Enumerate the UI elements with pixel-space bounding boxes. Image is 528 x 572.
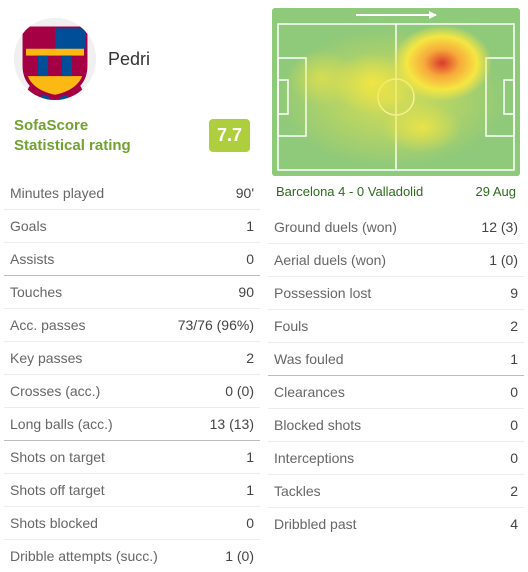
stat-value: 13 (13) — [210, 416, 254, 432]
rating-label-line1: SofaScore — [14, 116, 131, 136]
stat-row: Dribble attempts (succ.) 1 (0) — [4, 540, 260, 572]
stat-value: 0 — [510, 417, 518, 433]
stat-row: Shots blocked 0 — [4, 507, 260, 540]
stat-value: 1 — [246, 482, 254, 498]
stat-row: Long balls (acc.) 13 (13) — [4, 408, 260, 441]
stat-value: 1 (0) — [489, 252, 518, 268]
stat-value: 12 (3) — [481, 219, 518, 235]
match-info: Barcelona 4 - 0 Valladolid 29 Aug — [272, 176, 520, 203]
stat-row: Possession lost 9 — [268, 277, 524, 310]
match-date: 29 Aug — [476, 184, 517, 199]
stat-row: Acc. passes 73/76 (96%) — [4, 309, 260, 342]
stat-label: Possession lost — [274, 285, 371, 301]
stat-value: 2 — [246, 350, 254, 366]
stat-row: Clearances 0 — [268, 375, 524, 409]
stat-label: Touches — [10, 284, 62, 300]
stat-row: Touches 90 — [4, 275, 260, 309]
stat-value: 0 — [510, 384, 518, 400]
stat-row: Was fouled 1 — [268, 343, 524, 376]
stat-value: 1 — [246, 218, 254, 234]
stat-value: 2 — [510, 318, 518, 334]
stat-label: Long balls (acc.) — [10, 416, 113, 432]
player-header: Pedri SofaScore Statistical rating 7.7 — [0, 0, 264, 177]
stats-list-right: Ground duels (won) 12 (3) Aerial duels (wo… — [264, 211, 528, 540]
stat-value: 90' — [236, 185, 254, 201]
stats-list-left: Minutes played 90' Goals 1 Assists 0 Touches 90… — [0, 177, 264, 572]
rating-label: SofaScore Statistical rating — [14, 116, 131, 155]
stat-row: Blocked shots 0 — [268, 409, 524, 442]
rating-row: SofaScore Statistical rating 7.7 — [10, 108, 254, 167]
stat-label: Dribbled past — [274, 516, 357, 532]
stat-row: Fouls 2 — [268, 310, 524, 343]
stat-label: Dribble attempts (succ.) — [10, 548, 158, 564]
rating-badge: 7.7 — [209, 119, 250, 152]
stat-label: Crosses (acc.) — [10, 383, 100, 399]
stat-value: 9 — [510, 285, 518, 301]
stat-label: Fouls — [274, 318, 308, 334]
stat-value: 0 — [246, 515, 254, 531]
stat-row: Dribbled past 4 — [268, 508, 524, 540]
stat-row: Minutes played 90' — [4, 177, 260, 210]
stat-label: Clearances — [274, 384, 345, 400]
stat-label: Shots off target — [10, 482, 105, 498]
stat-row: Goals 1 — [4, 210, 260, 243]
player-stats-card: Pedri SofaScore Statistical rating 7.7 M… — [0, 0, 528, 572]
stat-label: Interceptions — [274, 450, 354, 466]
stat-label: Minutes played — [10, 185, 104, 201]
stat-value: 4 — [510, 516, 518, 532]
rating-label-line2: Statistical rating — [14, 136, 131, 156]
stat-value: 2 — [510, 483, 518, 499]
match-score: Barcelona 4 - 0 Valladolid — [276, 184, 423, 199]
stat-row: Ground duels (won) 12 (3) — [268, 211, 524, 244]
stat-label: Shots blocked — [10, 515, 98, 531]
stat-row: Interceptions 0 — [268, 442, 524, 475]
heatmap-section: Barcelona 4 - 0 Valladolid 29 Aug — [264, 0, 528, 211]
stat-row: Shots on target 1 — [4, 440, 260, 474]
stat-label: Assists — [10, 251, 54, 267]
stat-value: 90 — [238, 284, 254, 300]
stat-value: 73/76 (96%) — [178, 317, 254, 333]
stat-value: 0 — [510, 450, 518, 466]
stat-label: Aerial duels (won) — [274, 252, 386, 268]
stat-row: Crosses (acc.) 0 (0) — [4, 375, 260, 408]
stat-value: 1 — [246, 449, 254, 465]
stat-value: 1 (0) — [225, 548, 254, 564]
stat-label: Ground duels (won) — [274, 219, 397, 235]
stat-value: 0 (0) — [225, 383, 254, 399]
stat-value: 0 — [246, 251, 254, 267]
stat-row: Key passes 2 — [4, 342, 260, 375]
stat-row: Aerial duels (won) 1 (0) — [268, 244, 524, 277]
stat-row: Tackles 2 — [268, 475, 524, 508]
stat-label: Goals — [10, 218, 47, 234]
stat-label: Was fouled — [274, 351, 344, 367]
stat-label: Shots on target — [10, 449, 105, 465]
player-info-row: Pedri — [10, 10, 254, 108]
stat-label: Acc. passes — [10, 317, 85, 333]
player-avatar — [14, 18, 96, 100]
stat-label: Blocked shots — [274, 417, 361, 433]
player-name: Pedri — [108, 49, 150, 70]
right-column: Barcelona 4 - 0 Valladolid 29 Aug Ground… — [264, 0, 528, 572]
club-badge-icon — [14, 18, 96, 100]
stat-value: 1 — [510, 351, 518, 367]
left-column: Pedri SofaScore Statistical rating 7.7 M… — [0, 0, 264, 572]
stat-label: Tackles — [274, 483, 321, 499]
stat-row: Assists 0 — [4, 243, 260, 276]
heatmap-pitch — [272, 8, 520, 176]
stat-row: Shots off target 1 — [4, 474, 260, 507]
pitch-lines — [272, 8, 520, 176]
stat-label: Key passes — [10, 350, 82, 366]
